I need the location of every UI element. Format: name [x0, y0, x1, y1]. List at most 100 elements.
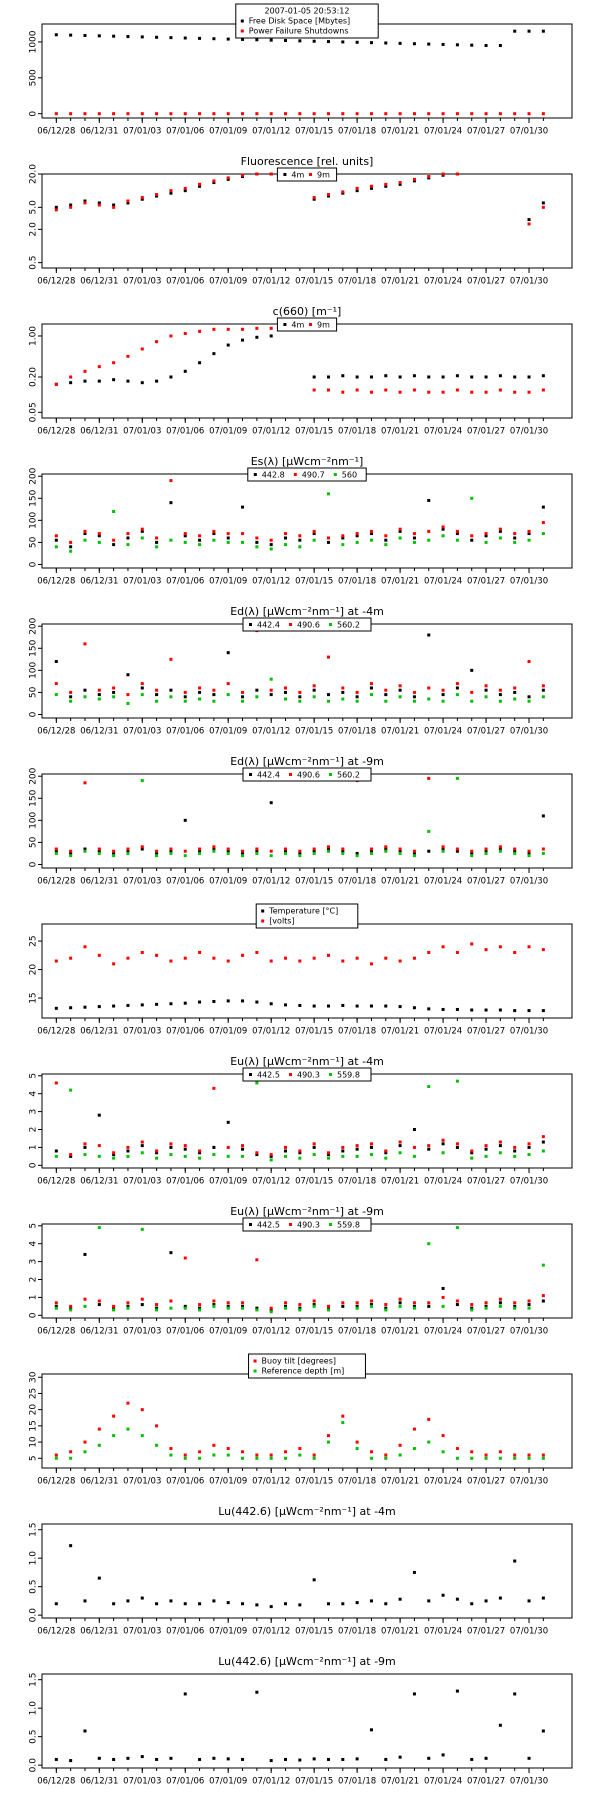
data-point: [83, 532, 87, 536]
data-point: [384, 1602, 388, 1606]
data-point: [126, 199, 130, 203]
x-tick-label: 07/01/03: [123, 1327, 161, 1337]
data-point: [398, 182, 402, 186]
data-point: [298, 112, 302, 116]
data-point: [169, 375, 173, 379]
data-point: [226, 327, 230, 331]
data-point: [312, 849, 316, 853]
data-point: [513, 112, 517, 116]
data-point: [284, 1304, 288, 1308]
data-point: [326, 1602, 330, 1606]
x-tick-label: 07/01/15: [295, 277, 333, 287]
data-point: [498, 693, 502, 697]
legend-box: [242, 617, 372, 632]
data-point: [83, 379, 87, 383]
data-point: [255, 545, 259, 549]
data-point: [241, 1304, 245, 1308]
data-point: [54, 1301, 58, 1305]
data-point: [112, 1434, 116, 1438]
data-point: [140, 1151, 144, 1155]
data-point: [326, 375, 330, 379]
data-point: [298, 1603, 302, 1607]
legend-box: [247, 467, 367, 482]
data-point: [312, 684, 316, 688]
data-point: [498, 849, 502, 853]
data-point: [470, 1306, 474, 1310]
data-point: [183, 818, 187, 822]
data-point: [513, 390, 517, 394]
data-point: [126, 532, 130, 536]
data-point: [97, 534, 101, 538]
data-point: [398, 1597, 402, 1601]
data-point: [112, 854, 116, 858]
data-point: [112, 205, 116, 209]
data-point: [255, 950, 259, 954]
data-point: [369, 41, 373, 45]
x-tick-label: 07/01/18: [338, 1027, 376, 1037]
data-point: [470, 496, 474, 500]
data-point: [54, 1149, 58, 1153]
data-point: [441, 1450, 445, 1454]
data-point: [527, 695, 531, 699]
data-point: [312, 1299, 316, 1303]
data-point: [369, 1599, 373, 1603]
data-point: [241, 37, 245, 41]
x-tick-label: 07/01/30: [510, 577, 548, 587]
data-point: [455, 112, 459, 116]
data-point: [298, 1453, 302, 1457]
legend: Temperature [°C][volts]: [255, 903, 359, 929]
data-point: [255, 695, 259, 699]
data-point: [369, 390, 373, 394]
data-point: [384, 388, 388, 392]
data-point: [97, 540, 101, 544]
data-point: [54, 1757, 58, 1761]
data-point: [226, 999, 230, 1003]
data-point: [369, 1728, 373, 1732]
data-point: [455, 1079, 459, 1083]
data-point: [513, 847, 517, 851]
data-point: [83, 538, 87, 542]
data-point: [126, 1599, 130, 1603]
data-point: [326, 699, 330, 703]
data-point: [169, 849, 173, 853]
data-point: [69, 851, 73, 855]
data-point: [470, 1308, 474, 1312]
data-point: [384, 184, 388, 188]
x-tick-label: 07/01/24: [424, 877, 462, 887]
y-tick-label: 3: [29, 1109, 39, 1115]
data-point: [112, 1757, 116, 1761]
data-point: [484, 375, 488, 379]
data-point: [83, 201, 87, 205]
panel: Eu(λ) [μWcm⁻²nm⁻¹] at -4m 0 1 2 3 4 5 06/12/28 0…: [29, 1055, 573, 1187]
data-point: [126, 693, 130, 697]
x-tick-label: 06/12/31: [80, 1177, 118, 1187]
data-point: [54, 112, 58, 116]
data-point: [513, 1149, 517, 1153]
data-point: [541, 112, 545, 116]
data-point: [140, 196, 144, 200]
y-tick-label: 1: [29, 1295, 39, 1301]
data-point: [341, 536, 345, 540]
data-point: [284, 1145, 288, 1149]
data-point: [470, 1008, 474, 1012]
data-point: [527, 854, 531, 858]
data-point: [198, 182, 202, 186]
data-point: [355, 189, 359, 193]
data-point: [198, 1757, 202, 1761]
data-point: [355, 1306, 359, 1310]
data-point: [169, 688, 173, 692]
x-tick-label: 07/01/06: [166, 877, 204, 887]
data-point: [255, 326, 259, 330]
data-point: [455, 1456, 459, 1460]
data-point: [298, 538, 302, 542]
data-point: [212, 327, 216, 331]
data-point: [541, 29, 545, 33]
legend-swatch: [309, 323, 312, 326]
x-tick-label: 07/01/06: [166, 1177, 204, 1187]
x-tick-label: 07/01/21: [381, 127, 419, 137]
data-point: [369, 1299, 373, 1303]
data-point: [241, 173, 245, 177]
data-point: [441, 1138, 445, 1142]
data-point: [198, 36, 202, 40]
data-point: [355, 854, 359, 858]
